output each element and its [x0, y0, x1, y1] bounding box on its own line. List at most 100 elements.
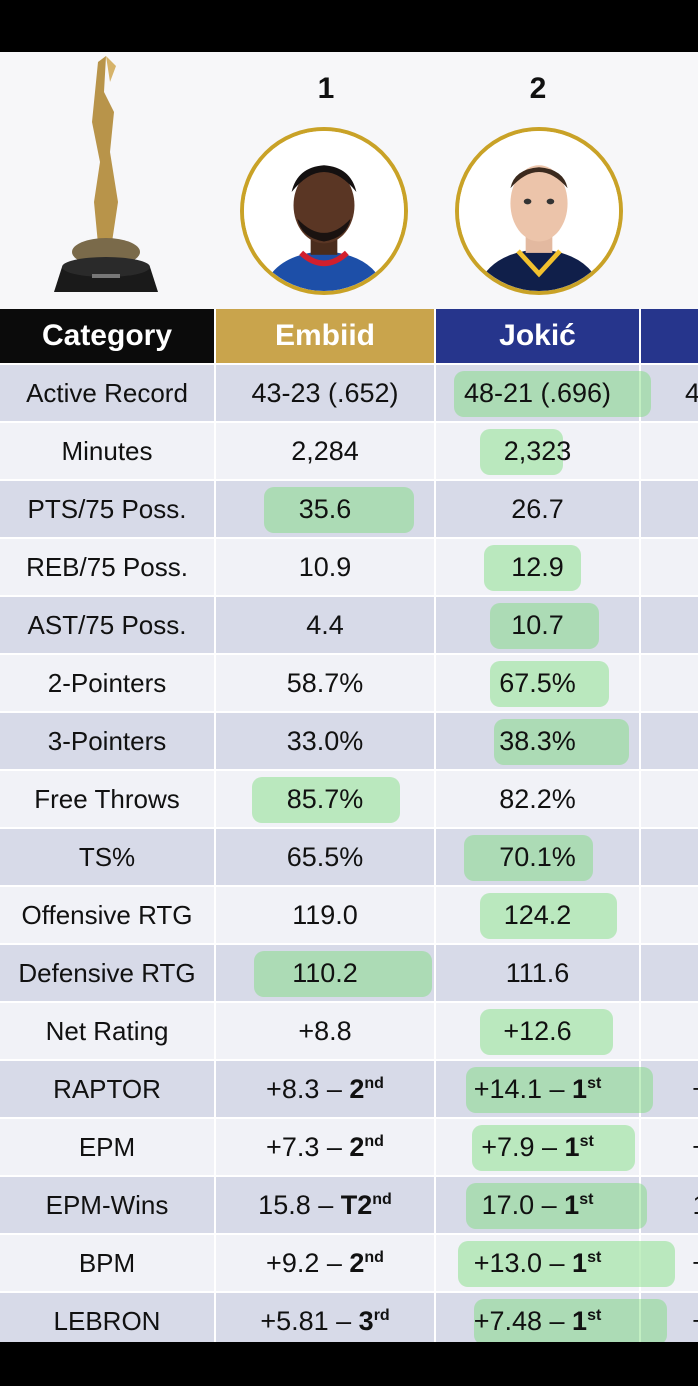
player1-value: 85.7% [215, 769, 436, 828]
green-highlight [484, 545, 581, 591]
table-header-row: Category Embiid Jokić [0, 309, 698, 364]
green-highlight [494, 719, 629, 765]
player3-value: + [640, 1059, 698, 1118]
player3-value [640, 421, 698, 480]
green-highlight [490, 603, 599, 649]
table-row: PTS/75 Poss. 35.6 26.7 [0, 479, 698, 538]
header-player1: Embiid [215, 309, 436, 364]
player1-value: 65.5% [215, 827, 436, 886]
player3-value [640, 479, 698, 538]
player1-value: +9.2 – 2nd [215, 1233, 436, 1292]
player1-value: 2,284 [215, 421, 436, 480]
player1-value: 15.8 – T2nd [215, 1175, 436, 1234]
player3-value [640, 653, 698, 712]
row-label: Offensive RTG [0, 885, 216, 944]
player1-value: +8.3 – 2nd [215, 1059, 436, 1118]
table-row: 2-Pointers 58.7% 67.5% [0, 653, 698, 712]
rank-1: 1 [317, 72, 335, 105]
player3-value: + [640, 1233, 698, 1292]
player2-value: 48-21 (.696) [435, 363, 651, 422]
green-highlight [254, 951, 432, 997]
player2-value: 12.9 [435, 537, 641, 596]
player2-value: 82.2% [435, 769, 641, 828]
player2-value: 70.1% [435, 827, 641, 886]
row-label: Defensive RTG [0, 943, 216, 1002]
green-highlight [480, 893, 617, 939]
player1-value: 119.0 [215, 885, 436, 944]
player2-value: +14.1 – 1st [435, 1059, 653, 1118]
player2-value: 111.6 [435, 943, 641, 1002]
player3-value [640, 943, 698, 1002]
player3-value [640, 595, 698, 654]
green-highlight [490, 661, 609, 707]
player1-value: 10.9 [215, 537, 436, 596]
player3-value: + [640, 1291, 698, 1342]
player3-value: + [640, 1117, 698, 1176]
table-row: Free Throws 85.7% 82.2% [0, 769, 698, 828]
player1-value: 35.6 [215, 479, 436, 538]
green-highlight [466, 1067, 653, 1113]
stats-table: Category Embiid Jokić Active Record 43-23… [0, 309, 698, 1342]
row-label: LEBRON [0, 1291, 216, 1342]
row-label: EPM [0, 1117, 216, 1176]
player2-value: +13.0 – 1st [435, 1233, 675, 1292]
row-label: BPM [0, 1233, 216, 1292]
row-label: 3-Pointers [0, 711, 216, 770]
table-row: AST/75 Poss. 4.4 10.7 [0, 595, 698, 654]
player2-value: +7.9 – 1st [435, 1117, 641, 1176]
player3-value [640, 711, 698, 770]
player3-value [640, 537, 698, 596]
table-row: Offensive RTG 119.0 124.2 [0, 885, 698, 944]
rank-2: 2 [529, 72, 547, 105]
player1-value: 4.4 [215, 595, 436, 654]
header-category: Category [0, 309, 216, 364]
green-highlight [458, 1241, 675, 1287]
row-label: RAPTOR [0, 1059, 216, 1118]
table-row: 3-Pointers 33.0% 38.3% [0, 711, 698, 770]
row-label: AST/75 Poss. [0, 595, 216, 654]
row-label: Minutes [0, 421, 216, 480]
player1-value: 33.0% [215, 711, 436, 770]
bottom-bar [0, 1342, 698, 1386]
player2-value: +7.48 – 1st [435, 1291, 667, 1342]
row-label: EPM-Wins [0, 1175, 216, 1234]
table-row: REB/75 Poss. 10.9 12.9 [0, 537, 698, 596]
player2-portrait [455, 127, 623, 295]
player3-value: 1 [640, 1175, 698, 1234]
player3-value [640, 1001, 698, 1060]
row-label: Net Rating [0, 1001, 216, 1060]
player3-value [640, 885, 698, 944]
table-row: EPM+7.3 – 2nd+7.9 – 1st+ [0, 1117, 698, 1176]
player1-value: +8.8 [215, 1001, 436, 1060]
player2-value: +12.6 [435, 1001, 641, 1060]
row-label: REB/75 Poss. [0, 537, 216, 596]
green-highlight [480, 1009, 613, 1055]
player1-value: +7.3 – 2nd [215, 1117, 436, 1176]
row-label: PTS/75 Poss. [0, 479, 216, 538]
header-player2: Jokić [435, 309, 641, 364]
green-highlight [480, 429, 563, 475]
player2-value: 2,323 [435, 421, 641, 480]
row-label: TS% [0, 827, 216, 886]
player1-value: 43-23 (.652) [215, 363, 436, 422]
comparison-sheet: 1 2 Category [0, 52, 698, 1342]
table-row: TS% 65.5% 70.1% [0, 827, 698, 886]
player2-value: 17.0 – 1st [435, 1175, 647, 1234]
player2-value: 38.3% [435, 711, 641, 770]
green-highlight [474, 1299, 667, 1342]
player1-portrait [240, 127, 408, 295]
green-highlight [454, 371, 651, 417]
table-row: BPM+9.2 – 2nd+13.0 – 1st+ [0, 1233, 698, 1292]
table-row: Minutes 2,284 2,323 [0, 421, 698, 480]
row-label: Free Throws [0, 769, 216, 828]
green-highlight [466, 1183, 647, 1229]
player1-value: 58.7% [215, 653, 436, 712]
row-label: 2-Pointers [0, 653, 216, 712]
green-highlight [252, 777, 400, 823]
player1-value: +5.81 – 3rd [215, 1291, 436, 1342]
table-row: Defensive RTG 110.2 111.6 [0, 943, 698, 1002]
table-row: RAPTOR+8.3 – 2nd+14.1 – 1st+ [0, 1059, 698, 1118]
green-highlight [464, 835, 593, 881]
